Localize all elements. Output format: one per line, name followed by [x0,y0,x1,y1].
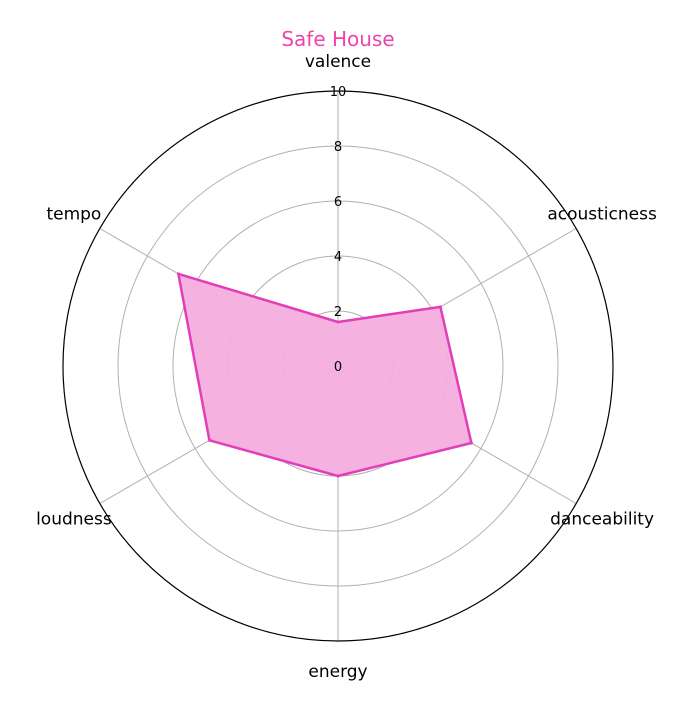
radial-tick-label: 10 [330,85,347,100]
data-point-loudness [207,438,211,442]
radial-tick-label: 8 [334,140,342,155]
radial-tick-label: 6 [334,195,342,210]
radial-tick-label: 4 [334,250,342,265]
data-point-acousticness [438,305,442,309]
data-point-energy [336,474,340,478]
axis-label-tempo: tempo [46,205,101,225]
series-area [178,273,472,476]
radial-tick-label: 0 [334,360,342,375]
tick-layer: 0 2 4 6 8 10 [330,85,347,375]
series-layer [176,272,473,478]
data-point-valence [336,320,340,324]
axis-label-acousticness: acousticness [547,205,657,225]
axis-label-loudness: loudness [36,510,112,530]
data-point-danceability [469,441,473,445]
data-point-tempo [176,272,180,276]
axis-label-valence: valence [305,52,371,72]
outer-ring [62,90,614,642]
radial-tick-label: 2 [334,305,342,320]
axis-label-danceability: danceability [550,510,654,530]
chart-title: Safe House [281,27,394,51]
axis-label-layer: valence acousticness danceability energy lou… [36,52,657,682]
axis-label-energy: energy [308,662,367,682]
